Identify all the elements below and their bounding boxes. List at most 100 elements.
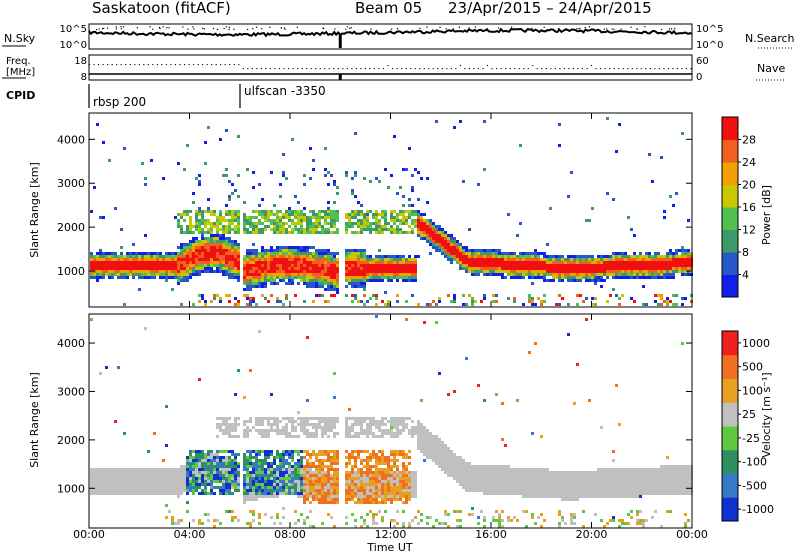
heatmap-cell (393, 465, 396, 468)
heatmap-cell (261, 450, 264, 453)
heatmap-cell (252, 270, 255, 273)
heatmap-cell (375, 210, 378, 213)
heatmap-cell (255, 453, 258, 456)
heatmap-cell (375, 303, 378, 306)
heatmap-cell (294, 213, 297, 216)
heatmap-cell (234, 465, 237, 468)
heatmap-cell (204, 162, 207, 165)
heatmap-cell (528, 273, 531, 276)
heatmap-cell (357, 282, 360, 285)
heatmap-cell (204, 222, 207, 225)
heatmap-cell (390, 477, 393, 480)
heatmap-cell (600, 264, 603, 267)
heatmap-cell (363, 477, 366, 480)
heatmap-cell (663, 267, 666, 270)
heatmap-cell (189, 246, 192, 249)
heatmap-cell (258, 468, 261, 471)
heatmap-cell (318, 420, 321, 423)
heatmap-cell (210, 210, 213, 213)
heatmap-cell (177, 246, 180, 249)
heatmap-cell (402, 471, 405, 474)
heatmap-cell (429, 222, 432, 225)
nsearch-dot (228, 28, 230, 30)
heatmap-cell (210, 489, 213, 492)
heatmap-cell (381, 267, 384, 270)
heatmap-cell (300, 216, 303, 219)
heatmap-cell (537, 264, 540, 267)
heatmap-cell (261, 435, 264, 438)
heatmap-cell (207, 207, 210, 210)
heatmap-cell (519, 276, 522, 279)
heatmap-cell (384, 486, 387, 489)
heatmap-cell (180, 492, 183, 495)
heatmap-cell (297, 216, 300, 219)
nave-dot (256, 68, 258, 70)
heatmap-cell (192, 519, 195, 522)
heatmap-cell (288, 420, 291, 423)
heatmap-cell (687, 273, 690, 276)
heatmap-cell (192, 192, 195, 195)
heatmap-cell (336, 282, 339, 285)
heatmap-cell (591, 207, 594, 210)
heatmap-cell (168, 510, 171, 513)
heatmap-cell (411, 174, 414, 177)
heatmap-cell (420, 519, 423, 522)
heatmap-cell (132, 273, 135, 276)
heatmap-cell (297, 252, 300, 255)
heatmap-cell (483, 264, 486, 267)
heatmap-cell (564, 258, 567, 261)
heatmap-cell (432, 300, 435, 303)
heatmap-cell (297, 483, 300, 486)
heatmap-cell (234, 489, 237, 492)
heatmap-cell (366, 216, 369, 219)
heatmap-cell (255, 222, 258, 225)
heatmap-cell (189, 456, 192, 459)
heatmap-cell (447, 246, 450, 249)
heatmap-cell (330, 288, 333, 291)
nave-dot (238, 64, 240, 66)
heatmap-cell (369, 264, 372, 267)
heatmap-cell (309, 489, 312, 492)
heatmap-cell (315, 423, 318, 426)
heatmap-cell (369, 261, 372, 264)
heatmap-cell (210, 300, 213, 303)
heatmap-cell (213, 246, 216, 249)
heatmap-cell (363, 519, 366, 522)
heatmap-cell (237, 243, 240, 246)
heatmap-cell (453, 240, 456, 243)
heatmap-cell (669, 195, 672, 198)
nsearch-dot (671, 28, 673, 30)
heatmap-cell (402, 273, 405, 276)
heatmap-cell (381, 468, 384, 471)
heatmap-cell (438, 249, 441, 252)
heatmap-cell (180, 228, 183, 231)
heatmap-cell (204, 225, 207, 228)
heatmap-cell (381, 279, 384, 282)
nave-dot (129, 64, 131, 66)
heatmap-cell (177, 213, 180, 216)
heatmap-cell (96, 279, 99, 282)
heatmap-cell (114, 471, 117, 474)
heatmap-cell (297, 411, 300, 414)
nave-dot (586, 68, 588, 70)
heatmap-cell (645, 255, 648, 258)
heatmap-cell (138, 288, 141, 291)
heatmap-cell (441, 456, 444, 459)
heatmap-cell (222, 249, 225, 252)
heatmap-cell (447, 468, 450, 471)
heatmap-cell (327, 273, 330, 276)
heatmap-cell (198, 294, 201, 297)
nave-dot (672, 68, 674, 70)
heatmap-cell (642, 303, 645, 306)
heatmap-cell (420, 216, 423, 219)
heatmap-cell (330, 474, 333, 477)
nave-dot (342, 68, 344, 70)
nsearch-dot (527, 27, 529, 30)
heatmap-cell (324, 261, 327, 264)
heatmap-cell (321, 462, 324, 465)
heatmap-cell (618, 273, 621, 276)
heatmap-cell (102, 216, 105, 219)
heatmap-cell (114, 486, 117, 489)
heatmap-cell (270, 294, 273, 297)
